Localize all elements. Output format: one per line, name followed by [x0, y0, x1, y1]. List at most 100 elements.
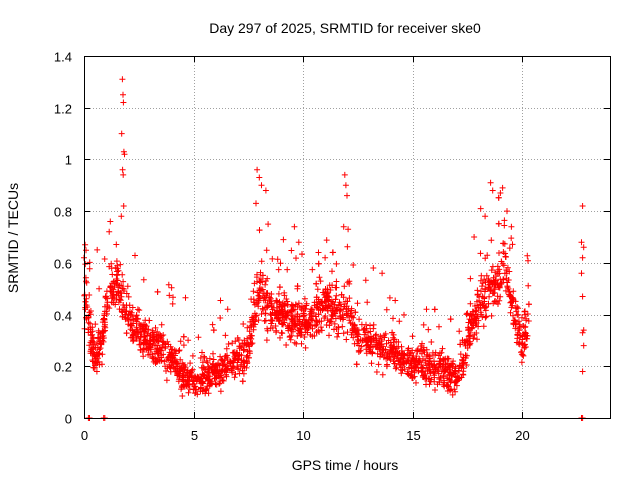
- data-point: [428, 339, 435, 345]
- data-point: [281, 302, 287, 309]
- data-point: [409, 347, 416, 354]
- data-point: [143, 346, 150, 353]
- outlier-point: [119, 76, 126, 83]
- data-point: [350, 314, 357, 321]
- data-point: [444, 355, 451, 362]
- data-point: [431, 358, 437, 365]
- data-point: [214, 367, 221, 373]
- data-point: [95, 351, 102, 357]
- data-point: [96, 346, 103, 353]
- data-point: [204, 377, 211, 384]
- outlier-point: [258, 182, 265, 189]
- data-point: [137, 333, 144, 340]
- data-point: [355, 342, 362, 349]
- x-axis-title: GPS time / hours: [292, 457, 399, 473]
- data-point: [170, 354, 177, 361]
- data-point: [489, 290, 496, 297]
- data-point: [179, 393, 186, 399]
- data-point: [353, 361, 360, 368]
- data-point: [151, 332, 158, 339]
- data-point: [479, 293, 486, 300]
- data-point: [153, 348, 160, 355]
- data-point: [397, 356, 404, 363]
- data-point: [158, 347, 165, 354]
- data-point: [150, 355, 157, 362]
- data-point: [409, 333, 416, 340]
- data-point: [264, 325, 271, 332]
- data-point: [370, 321, 377, 328]
- data-point: [447, 369, 454, 375]
- data-point: [329, 299, 336, 306]
- data-point: [123, 308, 129, 315]
- data-point: [464, 310, 471, 317]
- data-point: [124, 283, 131, 290]
- y-tick-label: 1: [65, 153, 72, 168]
- y-tick-label: 0.6: [54, 257, 72, 272]
- data-point: [236, 351, 243, 358]
- data-point: [84, 304, 91, 310]
- data-point: [367, 322, 373, 329]
- data-point: [452, 388, 459, 395]
- data-point: [257, 279, 264, 286]
- plot-frame: [84, 56, 611, 419]
- data-point: [86, 292, 93, 298]
- outlier-point: [508, 223, 515, 230]
- data-point: [478, 288, 484, 295]
- data-point: [250, 299, 257, 306]
- data-point: [513, 320, 519, 327]
- data-point: [435, 352, 442, 359]
- data-point: [335, 302, 342, 309]
- data-point: [165, 353, 172, 360]
- data-point: [467, 300, 474, 307]
- data-point: [244, 360, 250, 367]
- data-point: [479, 314, 486, 320]
- data-point: [93, 368, 100, 375]
- data-point: [486, 284, 493, 291]
- data-point: [288, 316, 295, 322]
- data-point: [486, 293, 493, 300]
- data-point: [406, 364, 413, 371]
- data-point: [338, 291, 345, 298]
- data-point: [469, 324, 476, 331]
- data-point: [182, 294, 189, 301]
- data-point: [319, 298, 326, 305]
- data-point: [248, 323, 254, 330]
- data-point: [144, 338, 151, 345]
- data-point: [162, 345, 169, 352]
- data-point: [170, 294, 176, 301]
- data-point: [107, 288, 114, 295]
- data-point: [210, 327, 217, 334]
- y-tick-label: 0.8: [54, 205, 72, 220]
- data-point: [85, 326, 92, 333]
- data-point: [277, 260, 284, 267]
- data-point: [298, 329, 305, 336]
- data-point: [178, 386, 185, 393]
- grid-lines: [84, 56, 610, 418]
- data-point: [87, 311, 94, 318]
- data-point: [392, 365, 399, 372]
- axis-ticks: [84, 56, 610, 419]
- data-point: [521, 324, 528, 331]
- data-point: [368, 360, 375, 367]
- data-point: [439, 345, 446, 352]
- data-point: [459, 337, 466, 344]
- data-point: [189, 377, 196, 384]
- data-point: [432, 387, 438, 393]
- data-point: [313, 329, 320, 336]
- data-point: [246, 328, 253, 335]
- data-point: [420, 347, 427, 354]
- data-point: [268, 312, 275, 319]
- data-point: [248, 335, 255, 342]
- data-point: [133, 334, 140, 341]
- data-point: [121, 288, 128, 294]
- data-point: [90, 358, 96, 365]
- data-point: [251, 310, 258, 317]
- data-point: [255, 297, 262, 304]
- data-point: [340, 330, 347, 337]
- data-point: [199, 349, 205, 356]
- data-point: [456, 367, 463, 374]
- data-point: [474, 336, 480, 343]
- data-point: [222, 332, 229, 339]
- data-point: [419, 364, 426, 371]
- data-point: [299, 303, 305, 310]
